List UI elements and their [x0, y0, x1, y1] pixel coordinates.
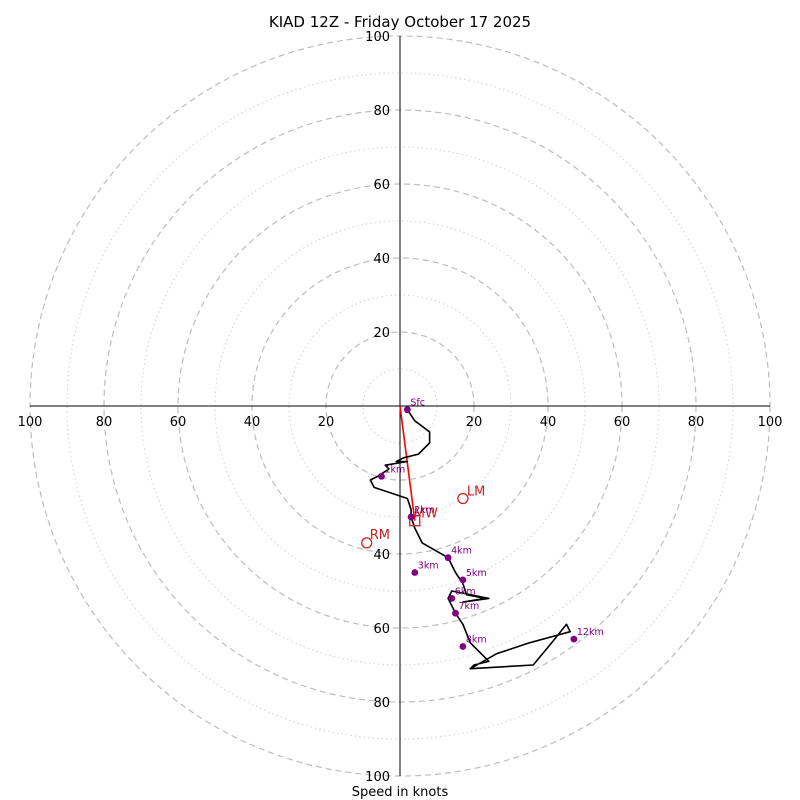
- height-label-1km: 1km: [385, 464, 406, 475]
- height-label-12km: 12km: [577, 627, 604, 638]
- x-tick-label: 80: [688, 415, 705, 430]
- storm-motion-markers: RM LM MW: [361, 485, 485, 549]
- tick-labels: 100 80 60 40 20 20 40 60 80 100 20 40 60 80 100 40 60 80 1…: [18, 30, 783, 785]
- y-tick-label: 20: [373, 326, 390, 341]
- y-tick-label: 80: [373, 104, 390, 119]
- height-marker-6km: [448, 595, 456, 602]
- x-tick-label: 40: [244, 415, 261, 430]
- height-marker-5km: [459, 576, 467, 584]
- y-tick-label: 80: [373, 696, 390, 711]
- height-marker-1km: [378, 472, 385, 480]
- wind-profile: [369, 409, 572, 670]
- y-tick-label: 60: [373, 178, 390, 193]
- mean-wind-label: MW: [414, 507, 438, 522]
- height-label-7km: 7km: [459, 601, 480, 612]
- height-marker-Sfc: [404, 406, 411, 414]
- wind-profile-line: [369, 409, 572, 670]
- height-label-4km: 4km: [451, 546, 472, 557]
- height-label-Sfc: Sfc: [410, 398, 425, 409]
- x-axis-label: Speed in knots: [352, 785, 449, 800]
- height-marker-2km: [407, 513, 415, 521]
- left-mover-label: LM: [467, 485, 485, 500]
- height-marker-7km: [452, 609, 459, 617]
- y-tick-label: 60: [373, 622, 390, 637]
- height-markers: Sfc 1km 2km 3km 4km 5km 6km 7km 8km 12km: [378, 398, 604, 650]
- y-tick-label: 100: [365, 30, 390, 45]
- x-tick-label: 20: [466, 415, 483, 430]
- height-label-8km: 8km: [466, 635, 487, 646]
- height-marker-8km: [459, 643, 467, 650]
- height-marker-3km: [411, 569, 419, 576]
- x-tick-label: 20: [318, 415, 335, 430]
- right-mover-marker: [361, 537, 373, 549]
- x-tick-label: 100: [18, 415, 43, 430]
- chart-title: KIAD 12Z - Friday October 17 2025: [269, 13, 531, 31]
- height-marker-12km: [570, 635, 578, 643]
- height-label-2km: 2km: [414, 505, 435, 516]
- height-label-3km: 3km: [418, 561, 439, 572]
- height-label-5km: 5km: [466, 568, 487, 579]
- height-label-6km: 6km: [455, 586, 476, 597]
- y-tick-label: 40: [373, 252, 390, 267]
- mean-wind-vector-line: [399, 405, 416, 521]
- right-mover-label: RM: [370, 528, 390, 543]
- x-tick-label: 40: [540, 415, 557, 430]
- y-tick-label: 40: [373, 548, 390, 563]
- x-tick-label: 80: [96, 415, 113, 430]
- x-tick-label: 60: [614, 415, 631, 430]
- bunkers-vector: [399, 405, 416, 521]
- mean-wind-marker: [409, 515, 421, 527]
- x-tick-label: 60: [170, 415, 187, 430]
- y-tick-label: 100: [365, 770, 390, 785]
- height-marker-4km: [444, 554, 452, 562]
- left-mover-marker: [457, 492, 469, 505]
- x-tick-label: 100: [758, 415, 783, 430]
